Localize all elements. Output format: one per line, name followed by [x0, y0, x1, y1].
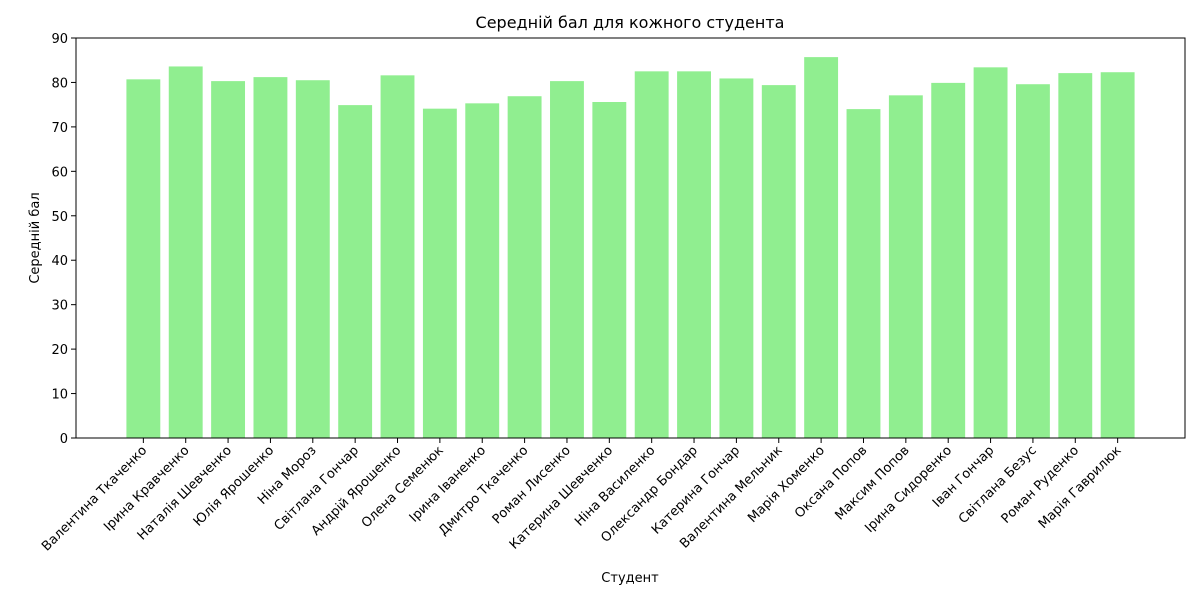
x-tick-label: Максим Попов — [832, 443, 912, 523]
bar — [931, 82, 966, 438]
bar — [634, 71, 669, 438]
y-axis-title: Середній бал — [28, 192, 43, 283]
y-tick-label: 50 — [51, 210, 68, 225]
bar — [846, 109, 881, 438]
bar — [1058, 73, 1093, 438]
x-axis-title: Студент — [601, 571, 659, 586]
x-tick-label: Марія Хоменко — [745, 443, 828, 526]
bar — [973, 67, 1008, 438]
y-tick-label: 20 — [51, 343, 68, 358]
x-tick-label: Ірина Іваненко — [407, 443, 489, 525]
y-tick-label: 30 — [51, 299, 68, 314]
x-tick-label: Оксана Попов — [792, 443, 870, 521]
x-tick-label: Марія Гаврилюк — [1036, 443, 1125, 532]
x-tick-label: Роман Руденко — [999, 443, 1082, 526]
bar — [295, 80, 330, 438]
bars-group — [126, 57, 1135, 439]
bar — [422, 108, 457, 439]
y-tick-label: 10 — [51, 388, 68, 403]
y-tick-label: 70 — [51, 121, 68, 136]
bar — [253, 77, 288, 438]
bar — [888, 95, 923, 438]
bar — [550, 81, 584, 438]
y-axis-ticks: 0 10 20 30 40 50 60 70 80 90 — [51, 32, 76, 447]
bar — [168, 66, 203, 438]
bar — [804, 57, 839, 438]
bar — [338, 105, 373, 438]
y-tick-label: 80 — [51, 76, 68, 91]
bar — [465, 103, 500, 438]
bar — [677, 71, 711, 438]
y-tick-label: 40 — [51, 254, 68, 269]
x-tick-label: Ніна Василенко — [572, 443, 658, 529]
y-tick-label: 0 — [60, 432, 68, 447]
x-tick-label: Юлія Ярошенко — [191, 443, 278, 530]
x-tick-label: Роман Лисенко — [490, 443, 574, 527]
bar — [719, 78, 754, 438]
chart-title: Середній бал для кожного студента — [476, 13, 785, 32]
bar — [1015, 84, 1050, 438]
bar — [592, 102, 627, 438]
bar — [1100, 72, 1135, 438]
bar — [761, 85, 796, 438]
y-tick-label: 60 — [51, 165, 68, 180]
plot-frame — [75, 37, 1186, 439]
bar — [126, 79, 161, 438]
bar — [380, 75, 415, 438]
bar — [507, 96, 542, 438]
bar — [211, 81, 246, 438]
y-tick-label: 90 — [51, 32, 68, 47]
x-tick-label: Світлана Безус — [956, 443, 1040, 527]
